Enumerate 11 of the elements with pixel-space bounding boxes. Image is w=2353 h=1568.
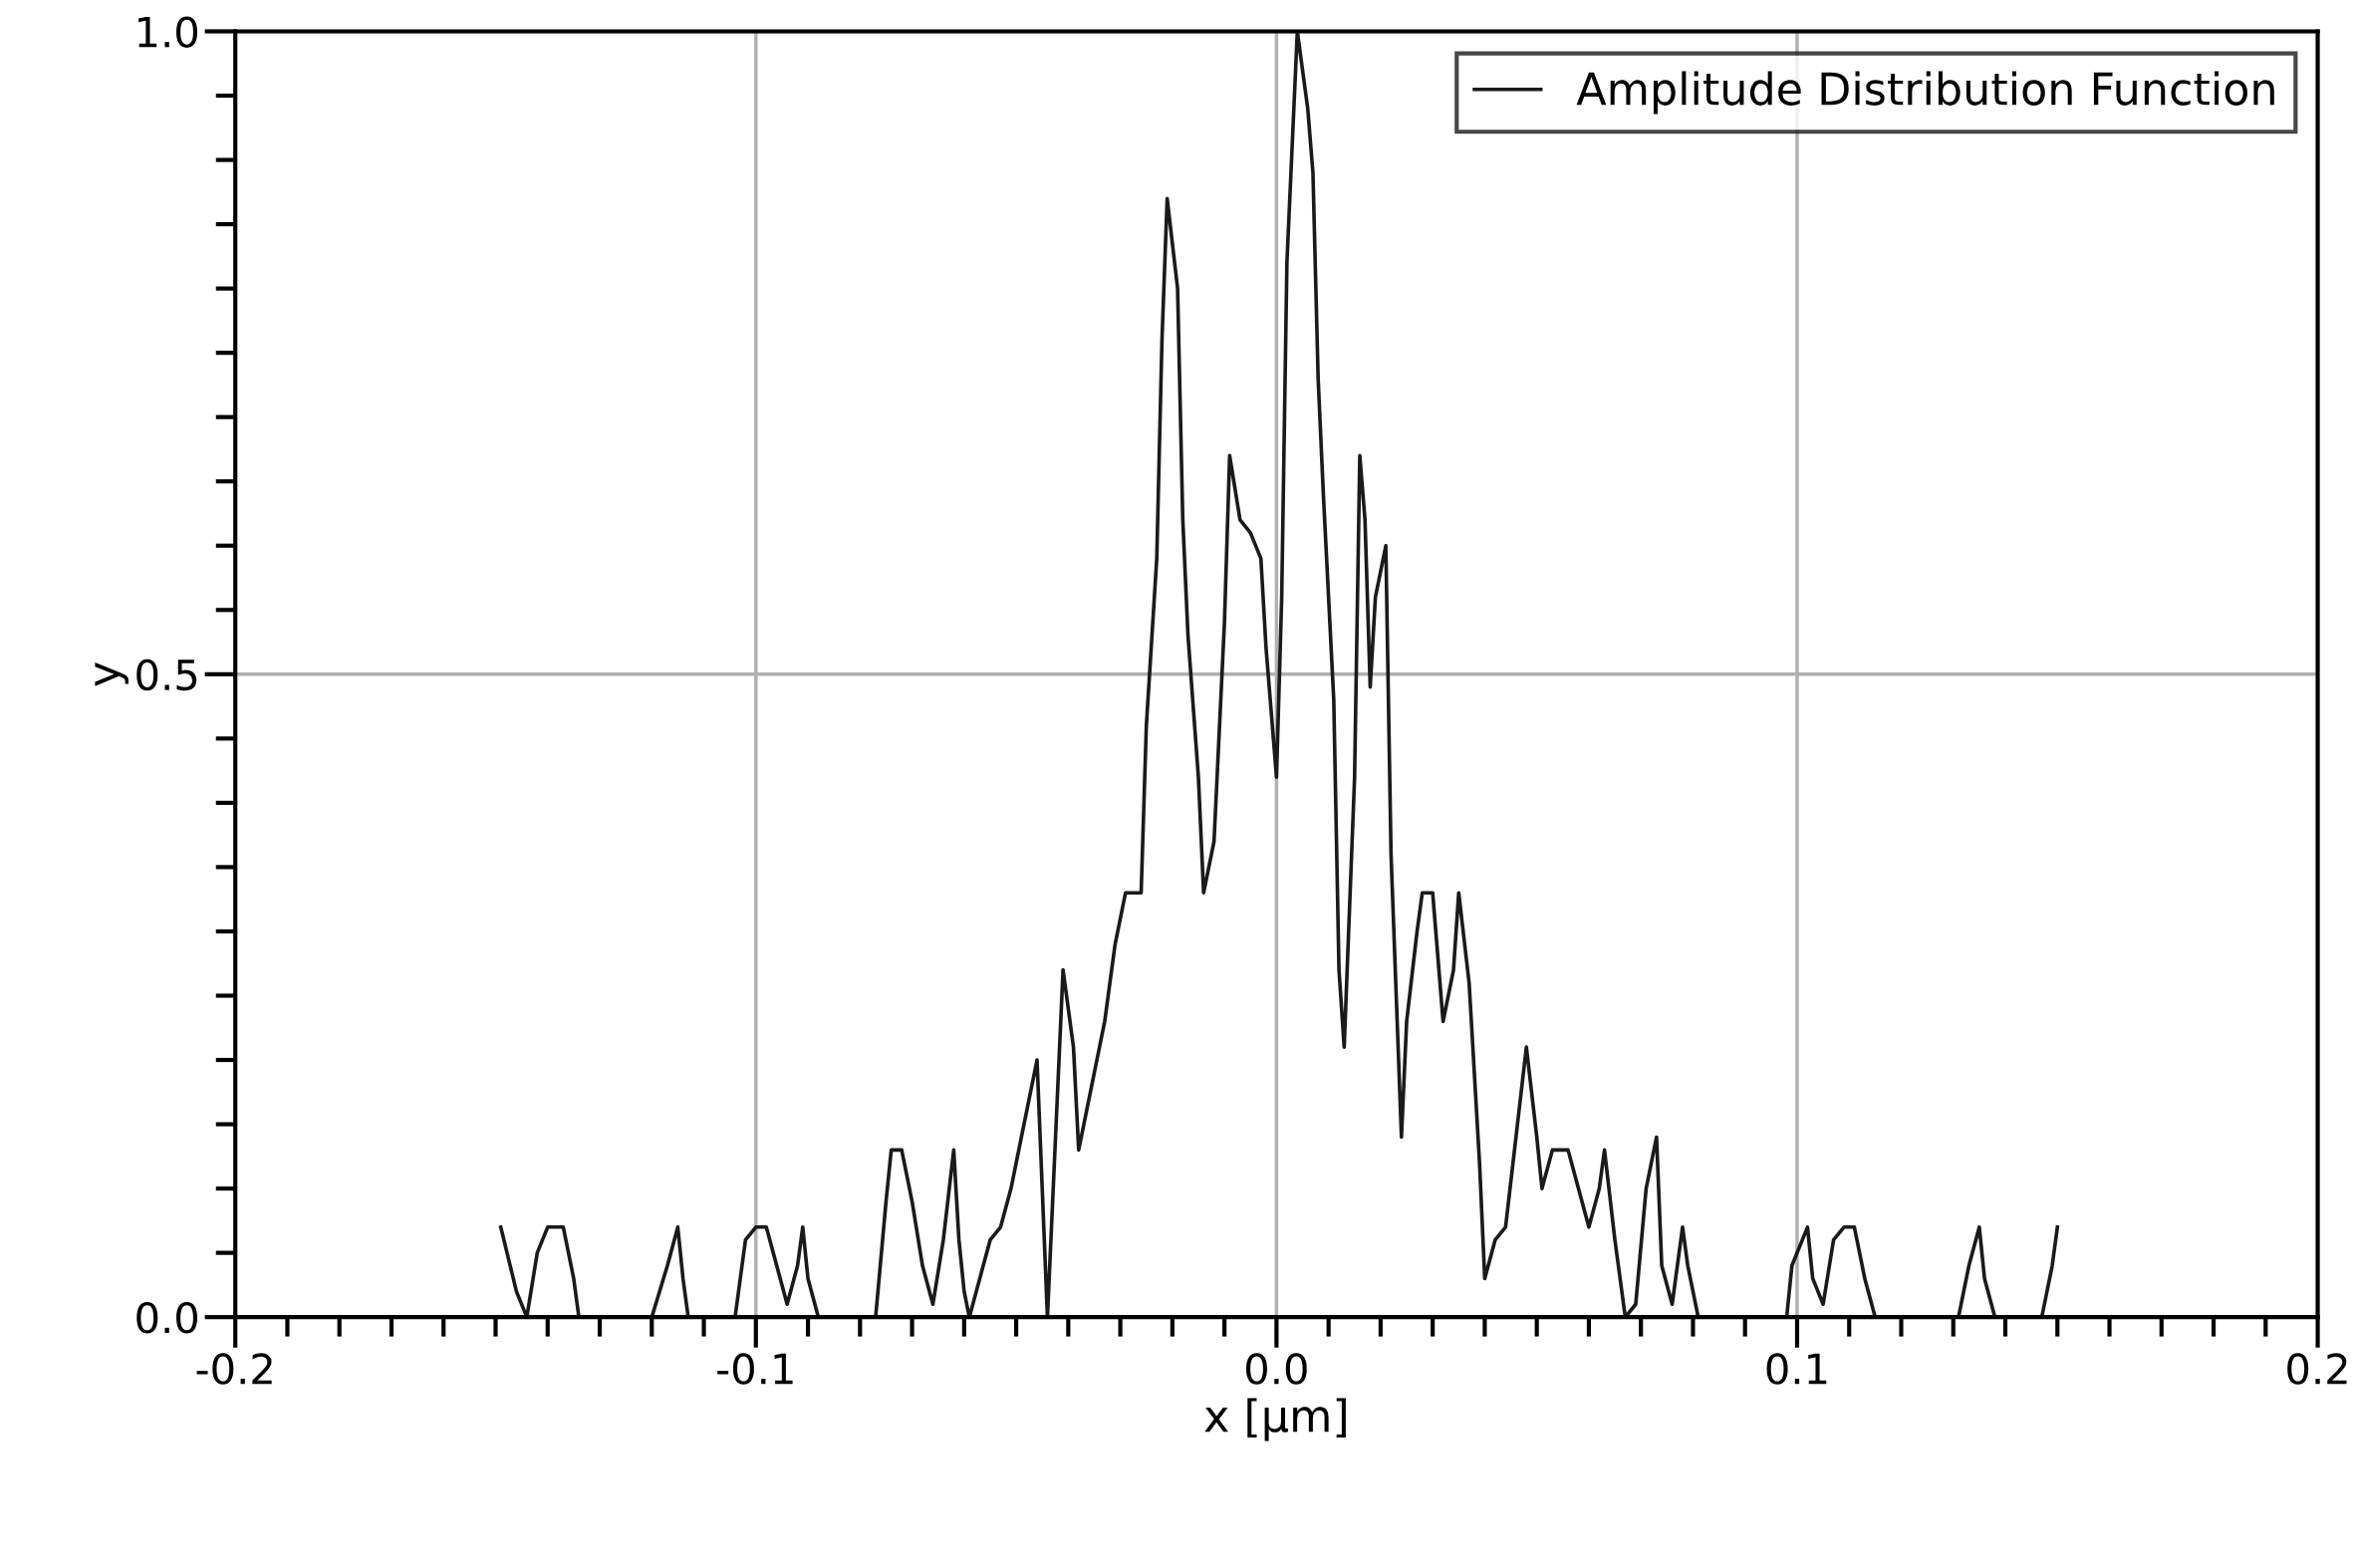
x-tick-label: 0.1 — [1766, 1353, 1827, 1385]
legend-label: Amplitude Distribution Function — [1576, 71, 2274, 115]
x-tick-label: 0.0 — [1246, 1353, 1307, 1385]
x-tick-label: 0.2 — [2287, 1353, 2347, 1385]
y-tick-label: 0.5 — [136, 658, 197, 691]
y-axis-title: y — [95, 661, 129, 686]
x-tick-label: -0.2 — [196, 1353, 272, 1385]
y-tick-label: 0.0 — [136, 1302, 198, 1334]
x-tick-label: -0.1 — [717, 1353, 793, 1385]
y-tick-label: 1.0 — [138, 16, 198, 48]
x-axis-title: x [µm] — [1204, 1398, 1346, 1441]
